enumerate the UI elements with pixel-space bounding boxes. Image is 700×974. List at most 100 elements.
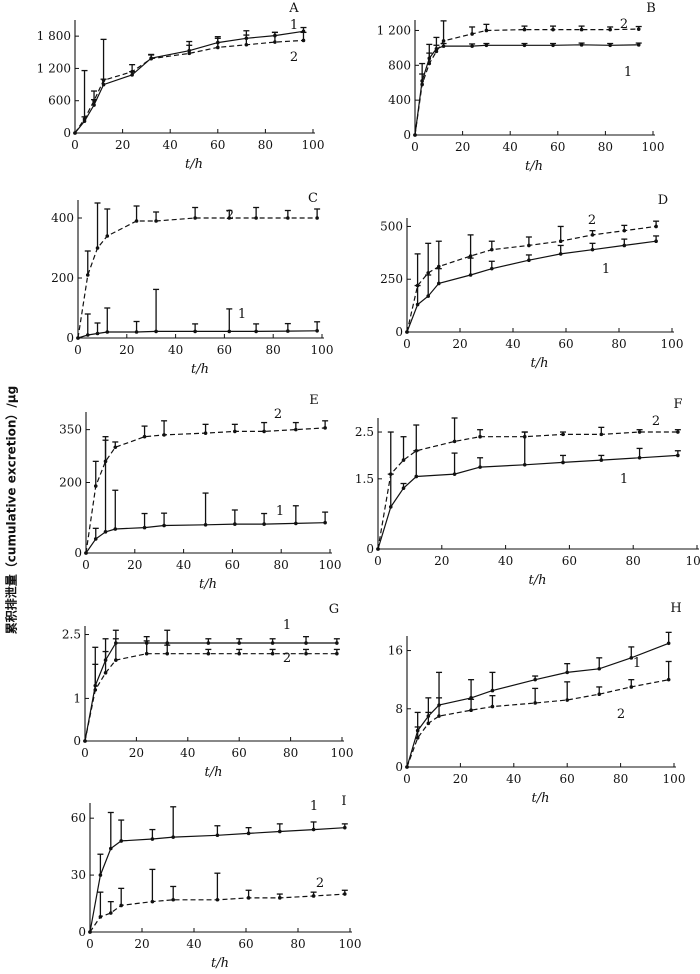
panel-e-data-point bbox=[84, 551, 88, 555]
panel-g-y-tick-label: 2.5 bbox=[62, 628, 81, 642]
panel-i-data-point bbox=[278, 896, 282, 900]
panel-a-x-tick-label: 80 bbox=[258, 138, 273, 152]
panel-a-data-point bbox=[273, 40, 277, 44]
panel-c-series-1: 1 bbox=[76, 288, 321, 340]
panel-i-data-point bbox=[119, 839, 123, 843]
panel-f-series-2-line bbox=[377, 431, 678, 550]
panel-h-data-point bbox=[629, 656, 634, 660]
panel-g-data-point bbox=[237, 641, 241, 645]
panel-e-x-tick-label: 40 bbox=[176, 558, 191, 572]
panel-g-x-tick-label: 20 bbox=[129, 746, 144, 760]
panel-b-data-point bbox=[636, 27, 641, 31]
panel-g-series-2: 2 bbox=[83, 638, 340, 743]
panel-h-y-tick-label: 16 bbox=[388, 644, 403, 658]
panel-i-x-tick-label: 40 bbox=[186, 937, 201, 951]
panel-h-data-point bbox=[533, 677, 537, 682]
panel-e-series-2: 2 bbox=[84, 407, 329, 555]
panel-e-data-point bbox=[262, 429, 266, 434]
panel-e-x-tick-label: 60 bbox=[225, 558, 240, 572]
panel-f-data-point bbox=[599, 458, 604, 462]
panel-c-y-tick-label: 0 bbox=[66, 331, 74, 345]
panel-b-y-tick-label: 400 bbox=[388, 93, 411, 107]
panel-c-data-point bbox=[134, 219, 139, 223]
panel-h-data-point bbox=[565, 698, 569, 702]
panel-h-series-1-line bbox=[406, 642, 669, 768]
panel-e-series-1: 1 bbox=[84, 439, 329, 555]
panel-i-x-tick-label: 100 bbox=[339, 937, 362, 951]
panel-e-data-point bbox=[93, 537, 98, 541]
panel-i-data-point bbox=[278, 829, 282, 834]
panel-a-series-1: 1 bbox=[73, 18, 307, 135]
panel-b-y-tick-label: 0 bbox=[403, 128, 411, 142]
panel-g-data-point bbox=[165, 641, 170, 645]
panel-g-data-point bbox=[335, 651, 339, 656]
panel-a-y-tick-label: 1 800 bbox=[37, 29, 71, 43]
panel-g-data-point bbox=[83, 739, 87, 743]
panel-f-data-point bbox=[414, 474, 419, 479]
panel-e-data-point bbox=[262, 522, 266, 526]
panel-e-data-point bbox=[162, 523, 166, 528]
panel-c-series-label: 2 bbox=[226, 208, 234, 223]
panel-e-y-tick-label: 0 bbox=[74, 546, 82, 560]
panel-g-data-point bbox=[144, 651, 149, 656]
panel-e-data-point bbox=[203, 523, 208, 527]
panel-f-data-point bbox=[478, 465, 482, 469]
panel-d-x-tick-label: 40 bbox=[505, 337, 520, 351]
panel-b-x-tick-label: 20 bbox=[455, 140, 470, 154]
panel-f-y-tick-label: 0 bbox=[366, 542, 374, 556]
panel-b-series-2: 2 bbox=[413, 17, 642, 137]
panel-h-x-tick-label: 100 bbox=[663, 772, 686, 786]
panel-d-y-tick-label: 500 bbox=[380, 219, 403, 233]
panel-i-data-point bbox=[343, 825, 347, 830]
panel-h-x-tick-label: 20 bbox=[453, 772, 468, 786]
panel-a-x-tick-label: 40 bbox=[163, 138, 178, 152]
panel-e-data-point bbox=[103, 459, 108, 464]
panel-g-series-label: 1 bbox=[283, 618, 291, 633]
panel-d-data-point bbox=[415, 302, 420, 307]
panel-g-series-label: 2 bbox=[283, 651, 291, 666]
panel-d: 0 20 40 60 80 100 0 250 500 t/h D 1 2 bbox=[380, 193, 683, 371]
panel-b-y-tick-label: 1 200 bbox=[377, 23, 411, 37]
panel-f: 0 20 40 60 80 100 0 1.5 2.5 t/h F 1 2 bbox=[355, 397, 700, 588]
panel-h-data-point bbox=[533, 701, 537, 705]
panel-c-data-point bbox=[315, 329, 319, 333]
panel-i-series-label: 1 bbox=[310, 799, 318, 814]
panel-h-y-tick-label: 0 bbox=[395, 760, 403, 774]
panel-i-x-tick-label: 60 bbox=[238, 937, 253, 951]
panel-c-y-tick-label: 400 bbox=[51, 211, 74, 225]
panel-a-data-point bbox=[216, 45, 220, 50]
panel-d-x-label: t/h bbox=[531, 356, 549, 371]
panel-e-data-point bbox=[233, 522, 237, 526]
panel-d-data-point bbox=[468, 273, 473, 277]
panel-d-series-label: 2 bbox=[588, 213, 596, 228]
panel-e-data-point bbox=[162, 433, 166, 437]
panel-h-data-point bbox=[629, 685, 634, 689]
panel-e-data-point bbox=[142, 434, 147, 439]
panel-i-x-tick-label: 20 bbox=[134, 937, 149, 951]
panel-c-data-point bbox=[315, 216, 319, 220]
panel-c-data-point bbox=[227, 329, 232, 334]
panel-e-data-point bbox=[323, 520, 327, 525]
panel-f-letter: F bbox=[673, 397, 682, 412]
panel-h-data-point bbox=[426, 721, 431, 726]
panel-c-x-tick-label: 20 bbox=[119, 343, 134, 357]
panel-a-series-label: 1 bbox=[290, 18, 298, 33]
panel-b-data-point bbox=[484, 28, 489, 33]
panel-b-letter: B bbox=[646, 1, 656, 16]
panel-c-x-label: t/h bbox=[191, 362, 209, 377]
panel-e-x-tick-label: 0 bbox=[82, 558, 90, 572]
panel-b-x-tick-label: 40 bbox=[503, 140, 518, 154]
panel-f-series-1-line bbox=[377, 454, 678, 550]
panel-i-data-point bbox=[246, 896, 251, 900]
panel-g-data-point bbox=[103, 671, 108, 675]
panel-e-data-point bbox=[203, 431, 208, 435]
panel-c-x-tick-label: 0 bbox=[74, 343, 82, 357]
panel-h-data-point bbox=[666, 677, 671, 682]
panel-f-x-tick-label: 0 bbox=[374, 554, 382, 568]
panel-i-y-tick-label: 30 bbox=[71, 868, 86, 882]
panel-e-data-point bbox=[233, 429, 237, 434]
panel-d-data-point bbox=[527, 243, 531, 248]
panel-f-data-point bbox=[388, 505, 393, 509]
panel-c-data-point bbox=[254, 329, 258, 334]
panel-e-data-point bbox=[142, 525, 147, 530]
